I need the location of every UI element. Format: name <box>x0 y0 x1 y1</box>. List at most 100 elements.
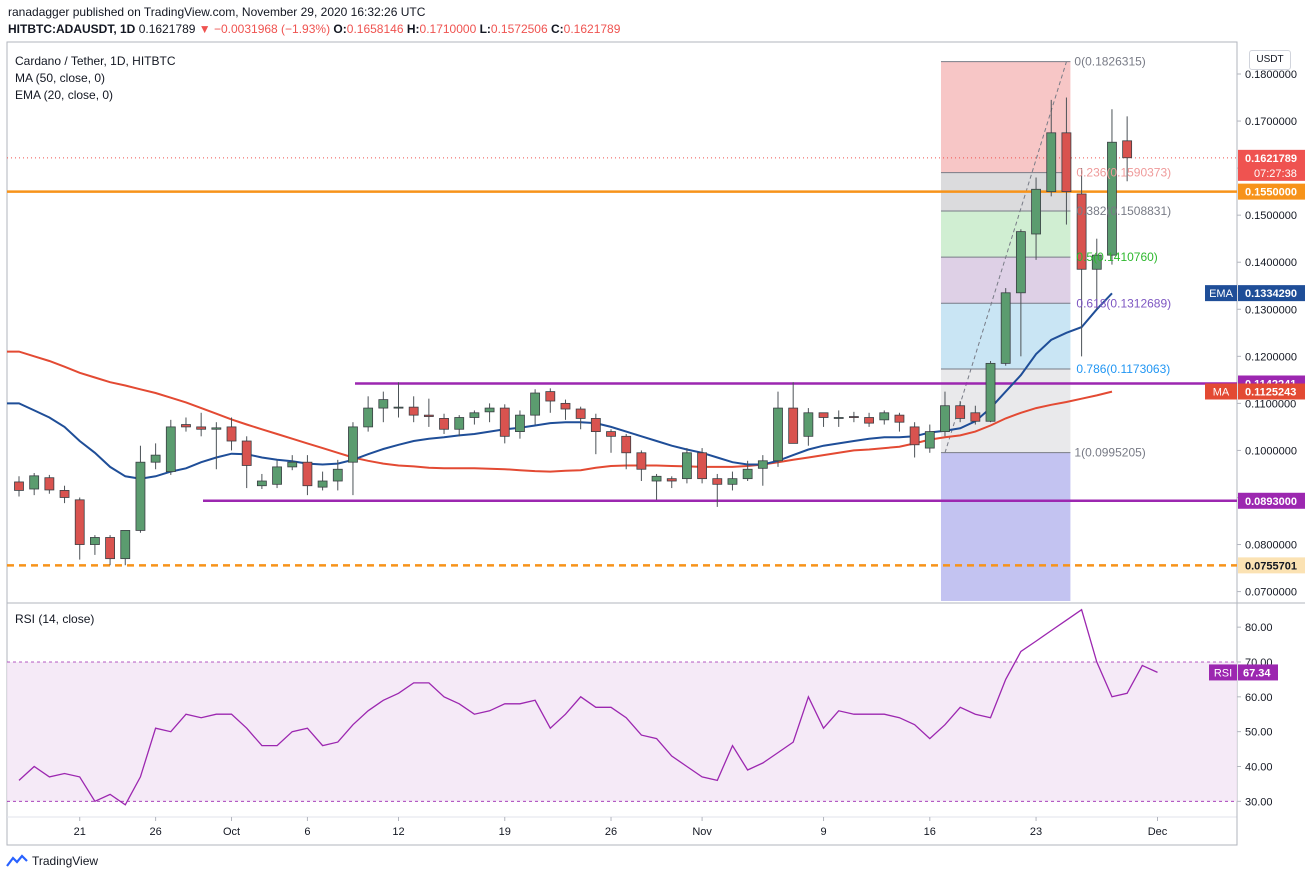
candle-body <box>621 435 632 454</box>
fib-label: 0.5(0.1410760) <box>1076 250 1157 264</box>
candle-body <box>924 431 935 449</box>
price-tick-label: 0.1100000 <box>1245 398 1296 410</box>
time-tick-label: 12 <box>392 826 404 838</box>
candle-body <box>332 468 343 482</box>
candle-body <box>879 412 890 421</box>
candle-body <box>666 478 677 482</box>
time-tick-label: 6 <box>304 826 310 838</box>
rsi-name-tag <box>1209 664 1237 681</box>
indicator-price-tag <box>1238 285 1305 302</box>
high-label: H: <box>406 22 420 36</box>
candle-body <box>818 412 829 418</box>
time-tick-label: Nov <box>692 826 712 838</box>
hline-tag <box>1238 492 1305 509</box>
ema-legend[interactable]: EMA (20, close, 0) <box>15 88 114 102</box>
candle-body <box>1061 132 1072 193</box>
price-tick-label: 0.1400000 <box>1245 257 1297 269</box>
candle-body <box>697 452 707 480</box>
time-tick-label: 21 <box>74 826 86 838</box>
hline-tag-label: 0.0755701 <box>1245 560 1297 572</box>
candle-body <box>226 426 237 442</box>
candle-body <box>256 480 267 487</box>
indicator-price-label: 0.1334290 <box>1245 288 1297 300</box>
candle-body <box>894 414 905 423</box>
rsi-value-label: 67.34 <box>1243 667 1271 679</box>
candle-body <box>74 499 85 545</box>
candle-body <box>1091 254 1102 270</box>
time-tick-label: Dec <box>1148 826 1168 838</box>
chart-title: Cardano / Tether, 1D, HITBTC <box>15 54 176 68</box>
hline-tag <box>1238 183 1305 200</box>
candle-body <box>590 418 601 433</box>
high-value: 0.1710000 <box>419 22 477 36</box>
indicator-price-tag <box>1238 383 1305 400</box>
rsi-tick-label: 50.00 <box>1245 727 1273 739</box>
candle-body <box>423 414 434 417</box>
rsi-value-tag <box>1238 664 1278 681</box>
candle-body <box>788 407 799 444</box>
candle-body <box>545 391 556 402</box>
fib-label: 0.382(0.1508831) <box>1076 204 1171 218</box>
rsi-legend[interactable]: RSI (14, close) <box>15 612 95 626</box>
ma-legend[interactable]: MA (50, close, 0) <box>15 71 106 85</box>
price-tick-label: 0.1200000 <box>1245 351 1297 363</box>
candle-body <box>712 478 723 485</box>
candle-body <box>1076 193 1087 270</box>
price-tick-label: 0.0800000 <box>1245 540 1297 552</box>
hline-tag-label: 0.1550000 <box>1245 187 1297 199</box>
price-change: ▼ −0.0031968 (−1.93%) <box>198 22 331 36</box>
rsi-tick-label: 40.00 <box>1245 761 1273 773</box>
candle-body <box>287 461 298 468</box>
fib-label: 1(0.0995205) <box>1074 446 1145 460</box>
time-tick-label: 23 <box>1030 826 1042 838</box>
indicator-name-tag <box>1205 285 1237 302</box>
publish-line: ranadagger published on TradingView.com,… <box>8 5 426 19</box>
candle-body <box>1031 188 1041 235</box>
fib-trend-line <box>944 61 1067 453</box>
candle-body <box>773 407 783 462</box>
candle-body <box>120 530 131 560</box>
candles <box>14 97 1133 566</box>
candle-body <box>196 426 207 430</box>
candle-body <box>864 417 874 424</box>
low-value: 0.1572506 <box>490 22 548 36</box>
hline-tag-label: 0.0893000 <box>1245 496 1297 508</box>
tradingview-logo-icon <box>6 854 28 867</box>
candle-body <box>575 408 586 419</box>
low-label: L: <box>479 22 491 36</box>
candle-body <box>439 418 449 430</box>
rsi-tick-label: 30.00 <box>1245 796 1273 808</box>
ohlc-line: HITBTC:ADAUSDT, 1D 0.1621789 ▼ −0.003196… <box>8 22 620 36</box>
open-value: 0.1658146 <box>346 22 404 36</box>
rsi-line <box>18 608 1158 806</box>
candle-body <box>469 412 480 418</box>
fib-zone <box>940 452 1071 601</box>
tradingview-brand[interactable]: TradingView <box>6 853 98 869</box>
candle-body <box>833 417 844 419</box>
fib-label: 0.618(0.1312689) <box>1076 296 1171 310</box>
last-price: 0.1621789 <box>138 22 196 36</box>
candle-body <box>408 406 419 416</box>
indicator-name-label: EMA <box>1209 288 1234 300</box>
candle-body <box>955 405 966 419</box>
candle-body <box>272 466 282 485</box>
candle-body <box>44 477 55 491</box>
last-price-label: 0.1621789 <box>1245 153 1297 165</box>
currency-button[interactable]: USDT <box>1249 50 1291 70</box>
last-price-tag <box>1238 149 1305 181</box>
candle-body <box>181 424 191 428</box>
time-tick-label: 16 <box>924 826 936 838</box>
candle-body <box>985 362 996 422</box>
candle-body <box>1000 292 1011 364</box>
candle-body <box>484 407 495 413</box>
candle-body <box>727 478 738 485</box>
fib-zone <box>940 211 1071 258</box>
candle-body <box>302 461 313 487</box>
brand-label: TradingView <box>32 854 99 868</box>
candle-body <box>135 461 146 531</box>
candle-body <box>636 452 647 470</box>
symbol-line: HITBTC:ADAUSDT, 1D <box>8 22 136 36</box>
candle-body <box>241 440 252 466</box>
candle-body <box>90 537 100 545</box>
